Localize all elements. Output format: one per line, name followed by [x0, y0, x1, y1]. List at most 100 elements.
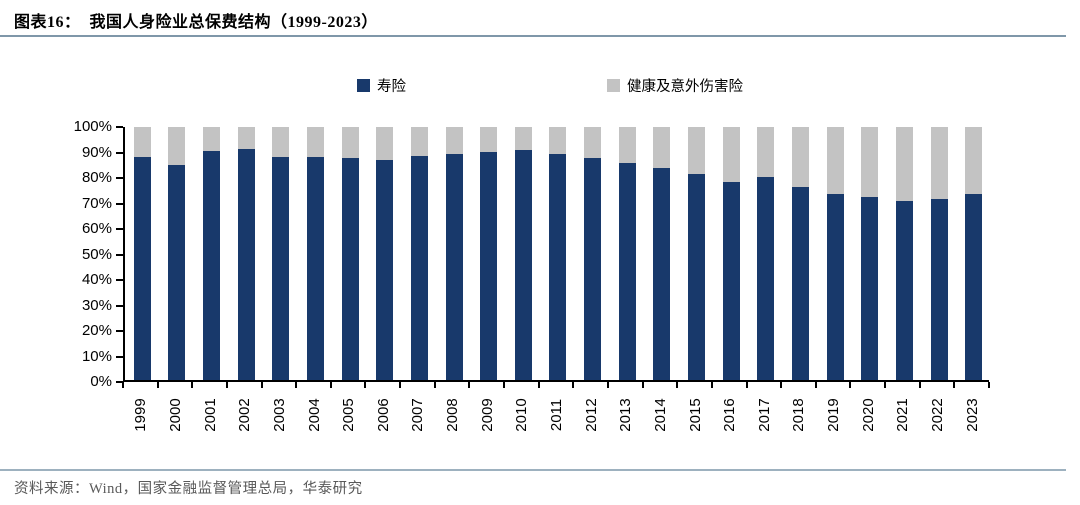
x-axis-tick: [641, 382, 644, 388]
legend-label: 健康及意外伤害险: [627, 79, 743, 95]
x-axis-label-2012: 2012: [582, 398, 600, 432]
bar-2003: [272, 127, 290, 380]
bar-slot-2018: [783, 127, 818, 380]
bar-slot-2014: [645, 127, 680, 380]
bar-slot-2004: [298, 127, 333, 380]
x-axis-tick: [953, 382, 956, 388]
x-axis-label-2017: 2017: [755, 398, 773, 432]
x-axis-tick: [572, 382, 575, 388]
bar-segment-life-1999: [133, 157, 151, 380]
bar-2017: [757, 127, 775, 380]
bar-2019: [826, 127, 844, 380]
bar-segment-life-2014: [653, 168, 671, 380]
bar-segment-health-2005: [341, 127, 359, 159]
title-underline: [0, 35, 1066, 37]
x-axis-label-2008: 2008: [444, 398, 462, 432]
bar-slot-2009: [471, 127, 506, 380]
bar-2009: [480, 127, 498, 380]
y-axis-label: 40%: [81, 271, 112, 288]
x-axis-label-2000: 2000: [166, 398, 184, 432]
y-axis-tick: [116, 126, 123, 128]
bar-2018: [791, 127, 809, 380]
x-axis-label-2002: 2002: [236, 398, 254, 432]
x-axis-label-2009: 2009: [478, 398, 496, 432]
y-axis-label: 100%: [73, 118, 112, 135]
bar-segment-life-2020: [861, 197, 879, 380]
y-axis-label: 60%: [81, 220, 112, 237]
x-axis-label-2023: 2023: [963, 398, 981, 432]
x-axis-label-2007: 2007: [409, 398, 427, 432]
x-axis-tick: [918, 382, 921, 388]
bar-2010: [514, 127, 532, 380]
bar-2014: [653, 127, 671, 380]
bar-segment-health-2009: [480, 127, 498, 152]
bar-slot-2013: [610, 127, 645, 380]
bar-segment-health-2021: [895, 127, 913, 201]
x-axis-label-2022: 2022: [929, 398, 947, 432]
bar-2004: [307, 127, 324, 380]
y-axis-tick: [116, 253, 123, 256]
bar-segment-life-2010: [514, 149, 532, 380]
bar-2011: [549, 127, 567, 380]
bar-segment-life-2007: [410, 155, 428, 380]
bar-slot-2017: [749, 127, 784, 380]
x-axis-label-2006: 2006: [374, 398, 392, 432]
x-axis-label-2020: 2020: [859, 398, 877, 432]
x-axis-tick: [814, 382, 817, 388]
bar-segment-health-2018: [791, 127, 809, 188]
bar-segment-life-2013: [618, 163, 636, 380]
bar-2016: [722, 127, 740, 380]
bar-slot-2008: [437, 127, 472, 380]
bar-slot-2000: [160, 127, 195, 380]
source-note: 资料来源：Wind，国家金融监督管理总局，华泰研究: [14, 481, 363, 497]
bar-segment-life-2011: [549, 154, 567, 380]
x-axis-label-2001: 2001: [201, 398, 219, 432]
y-axis-tick: [116, 202, 123, 205]
x-axis-label-1999: 1999: [132, 398, 150, 432]
x-axis-tick: [503, 382, 506, 388]
x-axis-tick: [225, 382, 228, 388]
y-axis-label: 30%: [81, 296, 112, 314]
x-axis-tick: [988, 382, 990, 388]
bar-2023: [965, 127, 983, 380]
bar-segment-life-2006: [376, 159, 394, 380]
bar-segment-life-2002: [237, 149, 255, 380]
bar-segment-health-2010: [514, 127, 532, 150]
bar-segment-health-2004: [307, 127, 324, 158]
x-axis-label-2011: 2011: [548, 398, 565, 432]
bar-2013: [618, 127, 636, 380]
x-axis-label-2005: 2005: [340, 398, 358, 432]
x-axis-tick: [537, 382, 540, 388]
bar-segment-health-2003: [272, 127, 290, 157]
y-axis-tick: [116, 381, 123, 383]
x-axis-label-2010: 2010: [513, 398, 531, 432]
legend-entry-life: 寿险: [357, 75, 406, 96]
y-axis-label: 20%: [81, 322, 112, 339]
bar-2000: [168, 127, 186, 380]
bar-segment-life-2005: [341, 158, 359, 380]
bar-slot-2020: [852, 127, 887, 380]
bar-segment-health-2020: [861, 127, 879, 198]
x-axis-tick: [191, 382, 194, 388]
bar-segment-health-1999: [133, 127, 151, 158]
y-axis-tick: [116, 330, 123, 332]
bar-segment-life-2001: [203, 151, 221, 380]
bar-segment-health-2011: [549, 127, 567, 155]
bar-segment-life-2022: [930, 198, 948, 380]
bar-2005: [341, 127, 359, 380]
bar-slot-2011: [541, 127, 576, 380]
bar-segment-health-2002: [237, 127, 255, 150]
figure-title: 图表16： 我国人身险业总保费结构（1999-2023）: [14, 14, 378, 31]
x-axis-label-2013: 2013: [617, 398, 635, 432]
x-axis-tick: [399, 382, 402, 388]
bar-slot-2019: [818, 127, 853, 380]
x-axis-tick: [745, 382, 748, 388]
bar-segment-health-2000: [168, 127, 186, 165]
bar-segment-health-2006: [376, 127, 394, 160]
bar-1999: [133, 127, 151, 380]
bar-slot-2016: [714, 127, 749, 380]
x-axis-tick: [676, 382, 679, 388]
x-axis-tick: [606, 382, 609, 388]
bar-segment-health-2001: [203, 127, 221, 152]
